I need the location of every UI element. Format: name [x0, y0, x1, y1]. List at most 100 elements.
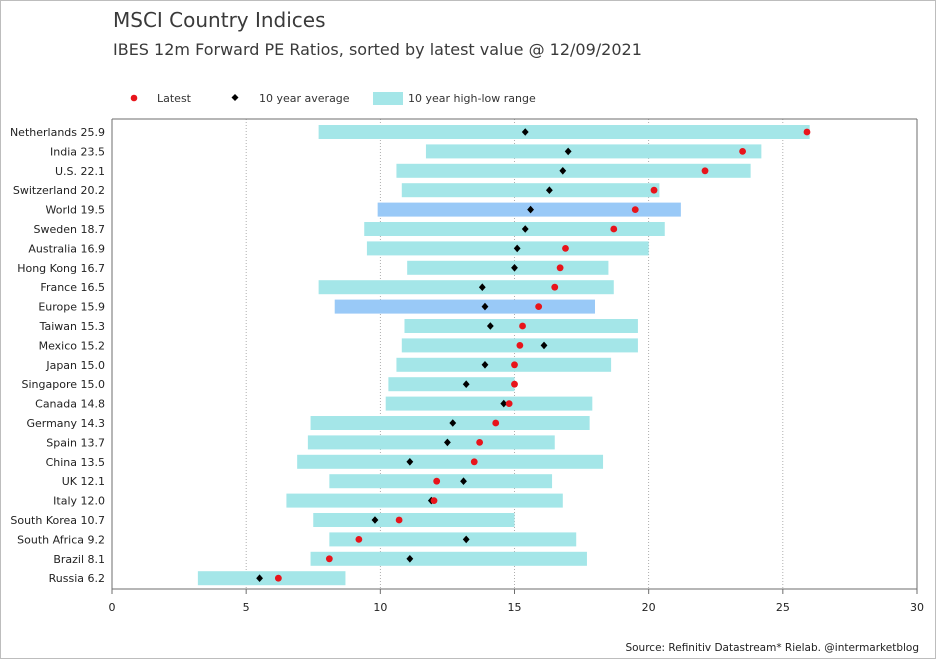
latest-markers	[274, 128, 811, 582]
legend-marker-average	[231, 94, 239, 101]
average-marker-16	[444, 438, 451, 447]
latest-marker-0	[803, 128, 811, 136]
category-label-14: Canada 14.8	[35, 398, 105, 411]
x-tick-label-6: 30	[910, 601, 924, 614]
x-tick-label-3: 15	[508, 601, 522, 614]
average-marker-20	[371, 516, 379, 524]
category-label-2: U.S. 22.1	[55, 165, 105, 178]
category-label-5: Sweden 18.7	[34, 223, 105, 236]
latest-marker-21	[355, 536, 363, 543]
latest-marker-19	[430, 497, 438, 504]
range-bar-22	[310, 551, 587, 566]
latest-marker-12	[511, 361, 518, 369]
category-label-0: Netherlands 25.9	[10, 126, 105, 139]
average-marker-10	[486, 322, 494, 330]
chart-title: MSCI Country Indices	[113, 8, 326, 32]
chart-subtitle: IBES 12m Forward PE Ratios, sorted by la…	[113, 40, 642, 59]
x-tick-label-0: 0	[109, 601, 116, 614]
category-label-3: Switzerland 20.2	[13, 184, 105, 197]
average-marker-2	[559, 167, 567, 175]
range-bar-3	[401, 183, 660, 198]
category-label-20: South Korea 10.7	[10, 514, 105, 527]
category-label-6: Australia 16.9	[28, 242, 105, 255]
average-marker-13	[462, 380, 470, 388]
average-marker-11	[540, 341, 548, 350]
source-note: Source: Refinitiv Datastream* Rielab. @i…	[625, 642, 919, 654]
range-bar-17	[297, 454, 604, 469]
legend-marker-latest	[130, 94, 138, 102]
legend-label-1: 10 year average	[259, 92, 350, 105]
average-marker-5	[521, 225, 529, 233]
range-bar-18	[329, 474, 553, 489]
average-marker-12	[481, 361, 489, 369]
latest-marker-15	[492, 419, 500, 427]
x-tick-label-2: 10	[373, 601, 387, 614]
average-marker-0	[521, 128, 529, 136]
category-label-16: Spain 13.7	[46, 436, 105, 449]
latest-marker-9	[535, 303, 543, 310]
category-label-17: China 13.5	[46, 456, 105, 469]
legend-label-0: Latest	[157, 92, 192, 105]
x-tick-label-5: 25	[776, 601, 790, 614]
range-bar-21	[329, 532, 577, 547]
average-marker-18	[460, 477, 467, 485]
latest-marker-20	[395, 516, 403, 524]
average-markers	[256, 128, 572, 582]
latest-marker-18	[433, 477, 441, 485]
average-marker-8	[478, 283, 486, 291]
latest-marker-2	[701, 167, 709, 175]
gridlines	[245, 119, 784, 589]
category-label-23: Russia 6.2	[49, 572, 105, 585]
x-tick-label-1: 5	[243, 601, 250, 614]
average-marker-9	[481, 302, 489, 311]
x-axis: 0 5 10 15 20 25 30	[109, 589, 924, 614]
category-label-21: South Africa 9.2	[17, 533, 105, 546]
range-bar-20	[313, 513, 515, 527]
range-bar-8	[318, 280, 614, 295]
latest-marker-10	[519, 322, 526, 330]
latest-marker-13	[511, 380, 518, 388]
average-marker-1	[564, 147, 572, 156]
average-marker-17	[406, 458, 414, 466]
category-label-9: Europe 15.9	[38, 301, 105, 314]
range-bar-16	[307, 435, 555, 450]
range-bar-19	[286, 493, 563, 508]
latest-marker-1	[739, 148, 746, 155]
range-bar-1	[425, 144, 762, 159]
range-bar-14	[385, 396, 593, 411]
average-marker-21	[462, 535, 470, 544]
latest-marker-16	[476, 439, 484, 446]
category-label-18: UK 12.1	[62, 475, 105, 488]
latest-marker-8	[551, 283, 559, 291]
average-marker-15	[449, 419, 457, 427]
range-bar-13	[388, 377, 515, 392]
category-label-8: France 16.5	[40, 281, 105, 294]
legend-marker-range	[373, 92, 403, 105]
range-bar-12	[396, 357, 612, 372]
category-label-13: Singapore 15.0	[22, 378, 105, 391]
category-label-15: Germany 14.3	[26, 417, 105, 430]
x-tick-label-4: 20	[642, 601, 656, 614]
latest-marker-11	[516, 342, 524, 349]
average-marker-3	[545, 186, 553, 194]
range-bars	[197, 125, 810, 586]
category-label-12: Japan 15.0	[45, 359, 105, 372]
range-bar-0	[318, 125, 810, 139]
average-marker-6	[513, 244, 521, 253]
category-label-19: Italy 12.0	[53, 495, 105, 508]
range-bar-2	[396, 163, 751, 178]
latest-marker-7	[556, 264, 564, 272]
latest-marker-6	[562, 245, 569, 252]
average-marker-14	[500, 399, 508, 408]
range-bar-6	[366, 241, 649, 256]
category-label-4: World 19.5	[45, 204, 105, 217]
average-marker-22	[406, 555, 414, 563]
category-label-7: Hong Kong 16.7	[17, 262, 105, 275]
latest-marker-14	[505, 400, 513, 407]
latest-marker-5	[610, 225, 618, 233]
range-bar-9	[334, 299, 595, 314]
category-label-1: India 23.5	[50, 145, 105, 158]
latest-marker-22	[325, 555, 333, 563]
